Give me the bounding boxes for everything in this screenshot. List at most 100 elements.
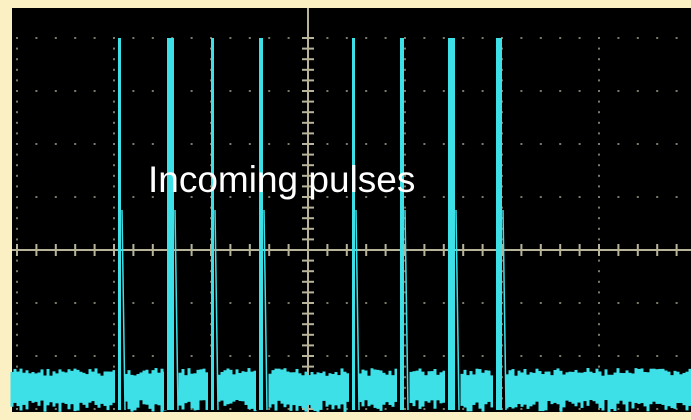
pulse [118,38,121,410]
grid-dot [404,122,406,124]
grid-dot [598,334,600,336]
grid-dot [598,408,600,410]
grid-dot [404,101,406,103]
grid-dot [617,37,619,39]
grid-dot [404,355,406,357]
grid-dot [579,302,581,304]
grid-dot [559,37,561,39]
grid-dot [55,37,57,39]
grid-dot [365,408,367,410]
grid-dot [617,143,619,145]
grid-dot [229,355,231,357]
grid-dot [598,270,600,272]
grid-dot [113,79,115,81]
grid-dot [656,408,658,410]
grid-dot [288,408,290,410]
grid-dot [462,408,464,410]
grid-dot [559,143,561,145]
screen [12,8,691,412]
grid-dot [16,79,18,81]
grid-dot [482,302,484,304]
grid-dot [520,196,522,198]
pulse-gap [164,360,167,410]
grid-dot [326,355,328,357]
grid-dot [598,207,600,209]
grid-dot [520,37,522,39]
grid-dot [617,355,619,357]
pulse [496,38,502,410]
grid-dot [540,196,542,198]
grid-dot [482,143,484,145]
grid-dot [74,302,76,304]
grid-dot [16,122,18,124]
pulse [259,38,263,410]
grid-dot [113,313,115,315]
grid-dot [94,37,96,39]
grid-dot [113,281,115,283]
grid-dot [16,323,18,325]
grid-dot [598,69,600,71]
grid-dot [520,90,522,92]
grid-dot [656,143,658,145]
grid-dot [268,143,270,145]
grid-dot [94,143,96,145]
grid-dot [229,90,231,92]
grid-dot [598,323,600,325]
grid-dot [249,302,251,304]
grid-dot [191,302,193,304]
grid-dot [559,302,561,304]
pulse-gap [445,360,448,410]
grid-dot [579,90,581,92]
grid-dot [16,228,18,230]
grid-dot [598,196,600,198]
grid-dot [113,355,115,357]
grid-dot [676,355,678,357]
grid-dot [598,79,600,81]
grid-dot [16,291,18,293]
grid-dot [16,175,18,177]
grid-dot [482,355,484,357]
grid-dot [579,196,581,198]
grid-dot [74,37,76,39]
grid-dot [16,37,18,39]
grid-dot [598,260,600,262]
grid-dot [346,37,348,39]
grid-dot [16,132,18,134]
grid-dot [346,143,348,145]
grid-dot [268,37,270,39]
grid-dot [94,90,96,92]
grid-dot [443,143,445,145]
pulse-gap [115,360,118,410]
grid-dot [288,302,290,304]
grid-dot [94,355,96,357]
grid-dot [676,143,678,145]
grid-dot [520,408,522,410]
grid-dot [346,90,348,92]
grid-dot [404,154,406,156]
grid-dot [113,122,115,124]
grid-dot [113,270,115,272]
grid-dot [365,302,367,304]
grid-dot [113,132,115,134]
grid-dot [249,143,251,145]
pulse [400,38,404,410]
grid-dot [16,281,18,283]
grid-dot [113,111,115,113]
grid-dot [16,48,18,50]
grid-dot [598,154,600,156]
grid-dot [423,355,425,357]
grid-dot [617,302,619,304]
grid-dot [113,185,115,187]
caption: Incoming pulses [148,159,415,200]
grid-dot [113,260,115,262]
grid-dot [113,164,115,166]
grid-dot [346,302,348,304]
grid-dot [35,37,37,39]
grid-dot [74,90,76,92]
grid-dot [132,302,134,304]
grid-dot [94,302,96,304]
grid-dot [55,90,57,92]
grid-dot [443,302,445,304]
grid-dot [288,37,290,39]
grid-dot [16,238,18,240]
